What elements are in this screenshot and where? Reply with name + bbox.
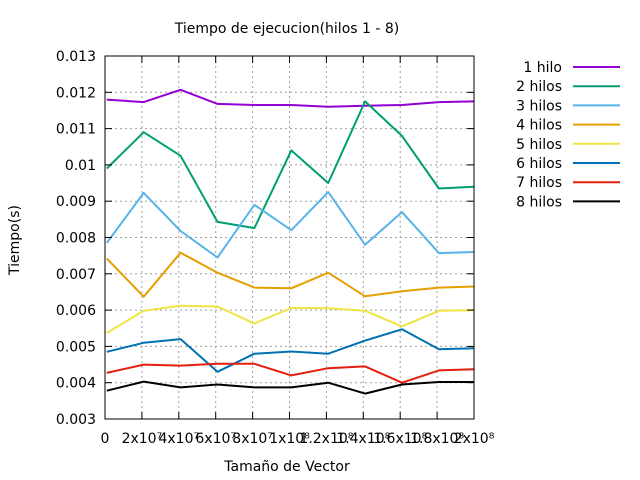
series-line-5 <box>106 304 475 334</box>
legend: 1 hilo 2 hilos 3 hilos 4 hilos 5 hilos 6 hilo… <box>516 60 620 210</box>
series-line-7 <box>106 362 475 384</box>
x-tick-label: 4x10⁷ <box>158 431 199 447</box>
x-tick-label: 0 <box>101 431 110 447</box>
y-tick-label: 0.013 <box>56 49 96 65</box>
y-tick-label: 0.003 <box>56 412 96 428</box>
x-tick-label: 1.8x10⁸ <box>410 431 464 447</box>
legend-label: 8 hilos <box>516 194 562 210</box>
legend-label: 6 hilos <box>516 156 562 172</box>
legend-label: 5 hilos <box>516 137 562 153</box>
y-tick-label: 0.008 <box>56 231 96 247</box>
y-tick-label: 0.011 <box>56 122 96 138</box>
axis-ticks: 0 2x10⁷4x10⁷6x10⁷8x10⁷1x10⁸1.2x10⁸1.4x10⁸… <box>56 49 495 447</box>
y-tick-label: 0.005 <box>56 339 96 355</box>
x-tick-label: 2x10⁷ <box>122 431 163 447</box>
y-tick-label: 0.006 <box>56 303 96 319</box>
x-tick-label: 1.6x10⁸ <box>373 431 427 447</box>
x-tick-label: 1x10⁸ <box>269 431 310 447</box>
y-tick-label: 0.007 <box>56 267 96 283</box>
series-line-3 <box>105 191 475 259</box>
x-tick-label: 6x10⁷ <box>195 431 236 447</box>
legend-label: 2 hilos <box>516 79 562 95</box>
legend-label: 1 hilo <box>523 60 562 76</box>
plot-lines <box>105 88 475 395</box>
chart-title: Tiempo de ejecucion(hilos 1 - 8) <box>174 21 399 37</box>
series-line-4 <box>106 251 475 298</box>
y-tick-label: 0.009 <box>56 194 96 210</box>
grid <box>105 56 474 419</box>
y-tick-label: 0.012 <box>56 85 96 101</box>
y-tick-label: 0.01 <box>65 158 96 174</box>
series-line-1 <box>106 88 475 108</box>
legend-label: 4 hilos <box>516 118 562 134</box>
x-tick-label: 2x10⁸ <box>454 431 495 447</box>
series-line-2 <box>106 100 475 230</box>
x-tick-label: 1.4x10⁸ <box>336 431 390 447</box>
y-tick-label: 0.004 <box>56 376 96 392</box>
x-tick-label: 1.2x10⁸ <box>299 431 353 447</box>
x-axis-label: Tamaño de Vector <box>223 459 350 475</box>
x-tick-label: 8x10⁷ <box>232 431 273 447</box>
legend-label: 7 hilos <box>516 175 562 191</box>
y-axis-label: Tiempo(s) <box>7 205 23 276</box>
series-line-6 <box>106 328 475 373</box>
legend-label: 3 hilos <box>516 98 562 114</box>
series-line-8 <box>106 380 474 395</box>
